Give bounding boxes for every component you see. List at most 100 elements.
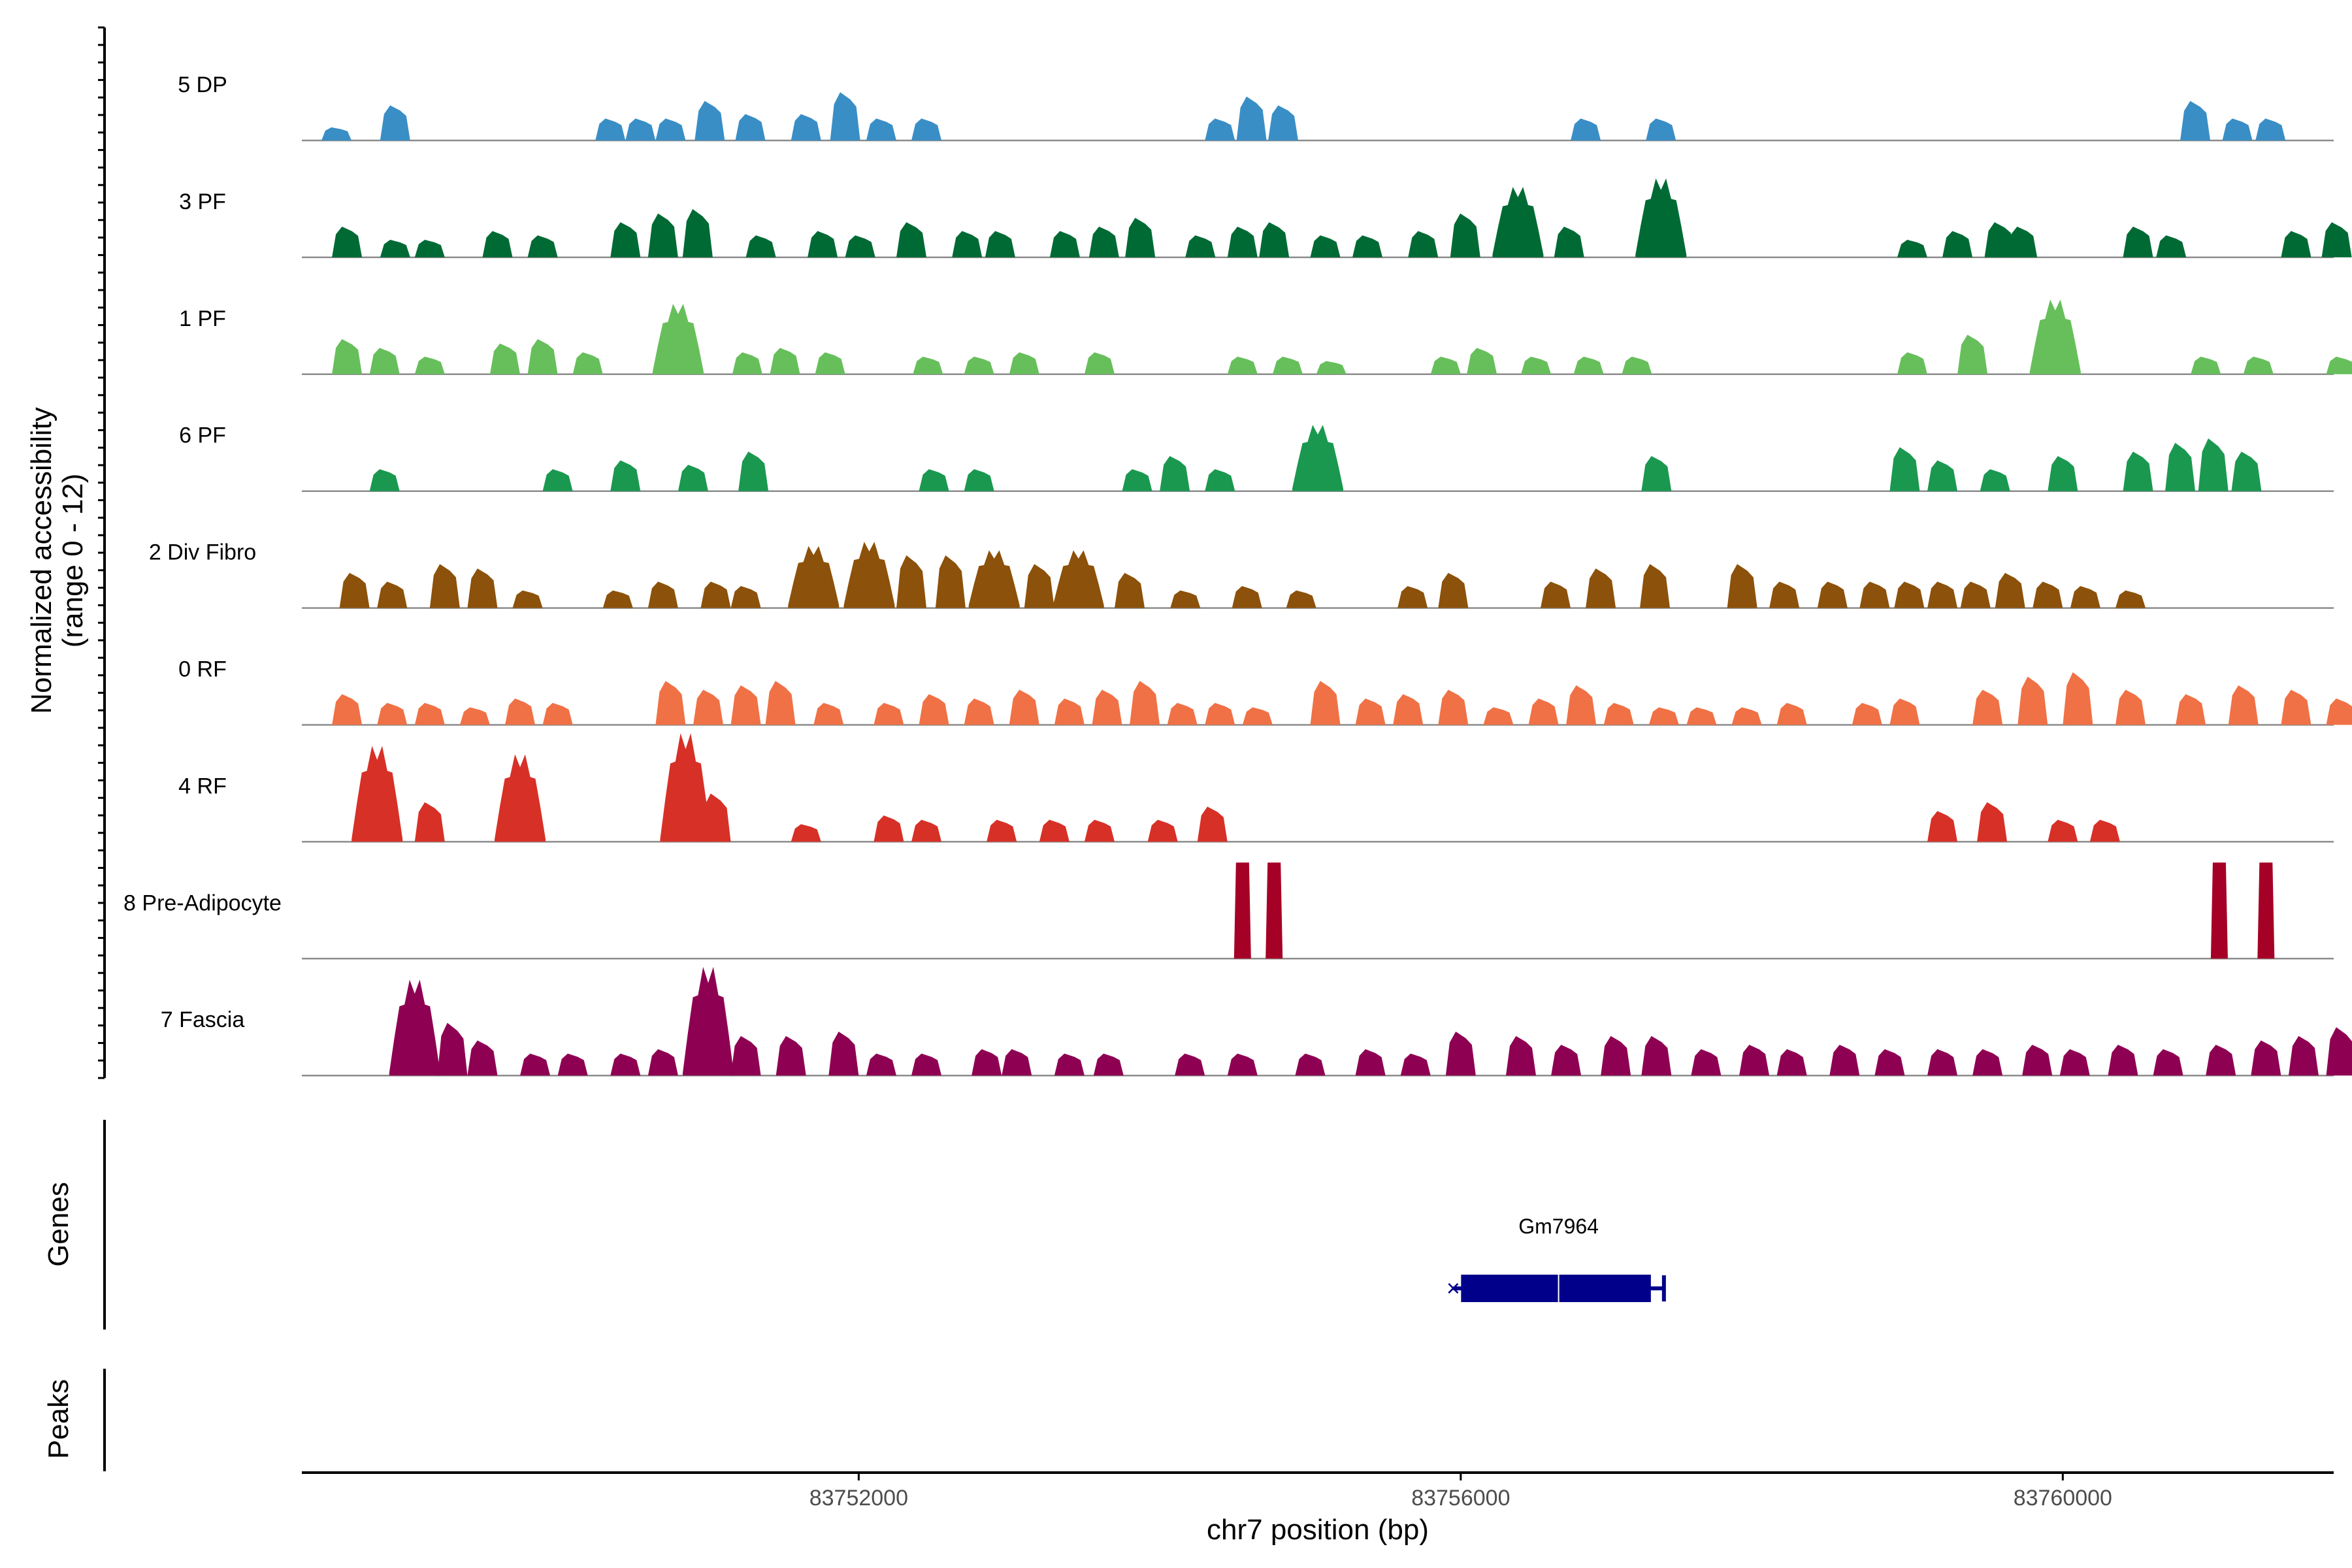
peak-area [332, 226, 363, 257]
peak-area [843, 542, 895, 608]
peak-area [332, 694, 363, 725]
peak-area [1227, 356, 1258, 374]
peak-area [2255, 118, 2286, 140]
peak-area [1084, 352, 1115, 374]
peak-area [1272, 356, 1303, 374]
peak-area [1776, 1049, 1807, 1076]
peak-area [351, 745, 403, 842]
peak-area [2198, 438, 2229, 491]
peak-area [1492, 187, 1544, 257]
peak-area [682, 208, 713, 257]
peak-area [1641, 1036, 1672, 1076]
peak-area [1286, 590, 1316, 608]
peak-area [1995, 572, 2025, 608]
peak-area [1648, 707, 1679, 725]
track-label: 6 PF [179, 423, 226, 448]
peak-area [1897, 240, 1927, 257]
peak-area [1977, 802, 2008, 842]
peak-area [2048, 455, 2078, 491]
peak-area [1242, 707, 1273, 725]
peak-area [911, 819, 942, 842]
peak-area [467, 568, 498, 608]
peak-area [1573, 356, 1604, 374]
peak-area [1521, 356, 1552, 374]
peak-area [339, 572, 370, 608]
peak-area [625, 118, 656, 140]
peak-area [1817, 581, 1848, 608]
peak-area [1769, 581, 1800, 608]
track-3-pf: 3 PF [179, 178, 2352, 259]
peak-area [788, 546, 840, 608]
peak-area [1175, 1053, 1205, 1076]
peak-area [1438, 572, 1469, 608]
peak-area [694, 101, 725, 140]
peak-area [828, 1032, 859, 1076]
peak-area [2326, 356, 2352, 374]
peak-area [866, 118, 896, 140]
peak-area [830, 92, 860, 140]
peak-area [1450, 213, 1480, 257]
peak-area [527, 235, 558, 257]
track-label: 7 Fascia [161, 1007, 245, 1032]
peak-area [1130, 681, 1160, 725]
peak-area [1147, 819, 1178, 842]
peak-area [542, 469, 573, 491]
peak-area [505, 698, 536, 725]
peak-area [490, 343, 520, 374]
track-label: 5 DP [178, 73, 227, 97]
peak-area [380, 105, 410, 140]
peak-area [437, 1022, 468, 1076]
peak-area [1167, 702, 1198, 725]
peak-area [1874, 1049, 1905, 1076]
peak-area [985, 231, 1015, 257]
peak-area [1092, 689, 1122, 725]
peak-area [874, 815, 904, 842]
peak-area [652, 303, 704, 374]
peak-area [595, 118, 626, 140]
peak-area [1957, 335, 1988, 374]
peak-area [1894, 581, 1925, 608]
peak-area [1727, 564, 1757, 608]
peak-area [414, 802, 445, 842]
peak-area [2033, 581, 2063, 608]
peak-area [1603, 702, 1634, 725]
peak-area [1295, 1053, 1326, 1076]
peak-area [2326, 1027, 2352, 1076]
peak-area [2115, 689, 2146, 725]
peak-area [791, 824, 821, 842]
peak-area [2029, 299, 2081, 374]
peak-area [1205, 702, 1235, 725]
peak-area [1731, 707, 1762, 725]
x-tick-label: 83760000 [2014, 1486, 2112, 1511]
peak-area [1640, 564, 1671, 608]
genes-panel-label: Genes [42, 1182, 74, 1267]
peak-area [1635, 178, 1687, 257]
gene-track: Gm7964 × [1446, 1215, 1666, 1302]
peak-area [1889, 698, 1920, 725]
peaks-panel-label: Peaks [42, 1379, 74, 1459]
x-axis-ticks: 83752000 83756000 83760000 [809, 1473, 2112, 1511]
peak-area [1122, 469, 1152, 491]
peak-area [815, 352, 845, 374]
peak-area [1236, 96, 1267, 140]
peak-area [495, 754, 546, 842]
peak-area [467, 1040, 498, 1076]
peak-area [647, 213, 678, 257]
peak-area [2281, 689, 2311, 725]
peak-area [1393, 694, 1424, 725]
peak-area [1646, 118, 1676, 140]
peak-area [647, 581, 678, 608]
peak-area [2115, 590, 2146, 608]
peak-area [2007, 226, 2038, 257]
peak-area [1355, 698, 1386, 725]
peak-area [2059, 1049, 2090, 1076]
peak-area [2228, 685, 2259, 725]
peak-area [2222, 118, 2253, 140]
peak-area [913, 356, 943, 374]
peak-area [1897, 352, 1927, 374]
peak-area [1125, 218, 1156, 257]
peak-area [1233, 862, 1251, 959]
peak-area [2288, 1036, 2319, 1076]
peak-area [1185, 235, 1216, 257]
